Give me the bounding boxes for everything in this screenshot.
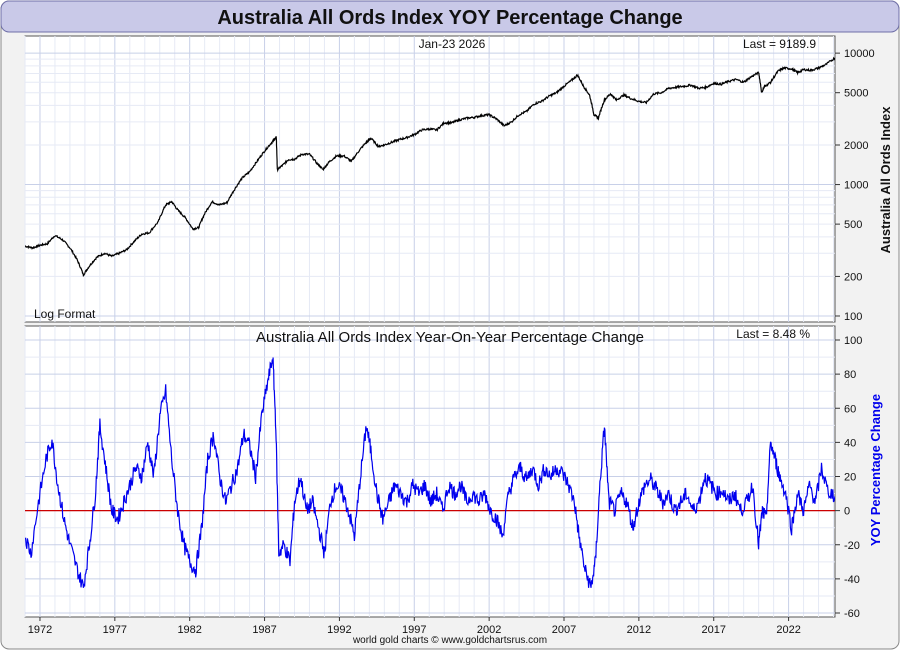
top-y-tick-label: 500 [844, 219, 862, 231]
yoy-percentage-line [25, 357, 835, 588]
x-tick-label: 2022 [776, 624, 800, 636]
title-banner [0, 0, 900, 33]
bottom-panel-y-axis: -60 -40 -20 0 20 40 60 80 100 [835, 335, 862, 620]
x-tick-label: 2002 [477, 624, 501, 636]
bottom-y-tick-label: -20 [844, 540, 860, 552]
x-tick-label: 1977 [103, 624, 127, 636]
bottom-y-tick-label: 60 [844, 403, 856, 415]
top-y-tick-label: 5000 [844, 88, 868, 100]
bottom-y-tick-label: 80 [844, 369, 856, 381]
x-tick-label: 1972 [28, 624, 52, 636]
bottom-panel-grid [24, 326, 835, 617]
source-credit: world gold charts © www.goldchartsrus.co… [352, 635, 547, 646]
top-y-tick-label: 100 [844, 311, 862, 323]
bottom-y-tick-label: 0 [844, 506, 850, 518]
all-ords-index-line [25, 56, 835, 277]
log-format-label: Log Format [34, 307, 96, 321]
x-tick-label: 1997 [402, 624, 426, 636]
top-y-axis-label: Australia All Ords Index [878, 106, 893, 254]
x-tick-label: 1992 [327, 624, 351, 636]
chart-title: Australia All Ords Index YOY Percentage … [217, 7, 682, 29]
x-tick-label: 2012 [627, 624, 651, 636]
top-panel-y-axis: 100 200 500 1000 2000 5000 10000 [835, 48, 875, 323]
x-axis: 1972 1977 1982 1987 1992 1997 2002 2007 2012 2017… [28, 617, 801, 636]
x-tick-label: 1987 [252, 624, 276, 636]
bottom-y-tick-label: -40 [844, 574, 860, 586]
top-y-tick-label: 200 [844, 271, 862, 283]
x-tick-label: 1982 [177, 624, 201, 636]
bottom-y-tick-label: 100 [844, 335, 862, 347]
bottom-chart-title: Australia All Ords Index Year-On-Year Pe… [256, 329, 644, 346]
bottom-y-tick-label: 40 [844, 437, 856, 449]
x-tick-label: 2017 [701, 624, 725, 636]
top-y-tick-label: 2000 [844, 140, 868, 152]
bottom-last-label: Last = 8.48 % [736, 327, 810, 341]
top-last-label: Last = 9189.9 [743, 37, 816, 51]
top-y-tick-label: 10000 [844, 48, 875, 60]
bottom-y-tick-label: -60 [844, 608, 860, 620]
bottom-y-tick-label: 20 [844, 472, 856, 484]
bottom-y-axis-label: YOY Percentage Change [868, 394, 883, 546]
top-panel-grid [24, 36, 835, 322]
top-y-tick-label: 1000 [844, 180, 868, 192]
x-tick-label: 2007 [552, 624, 576, 636]
date-label: Jan-23 2026 [419, 37, 486, 51]
